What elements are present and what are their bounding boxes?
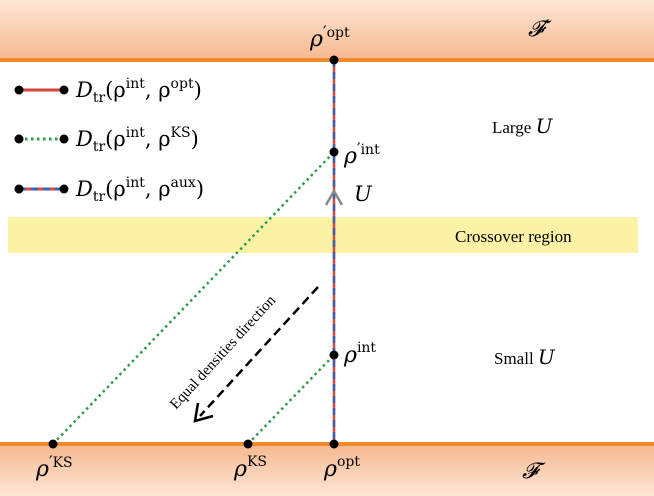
legend-opt-sup2: opt: [171, 76, 194, 92]
legend-opt-fn: D: [75, 78, 93, 102]
rho-prime-ks-prime: ′: [49, 452, 53, 471]
label-rho-prime-int: ρ′int: [343, 139, 380, 169]
label-rho-prime-ks: ρ′KS: [35, 452, 73, 482]
legend-opt-sub: tr: [93, 90, 106, 106]
bottom-band: [0, 444, 654, 496]
rho-opt-sup: opt: [337, 454, 360, 470]
large-var: U: [536, 114, 554, 138]
top-band-label: 𝓕′: [528, 17, 552, 42]
rho-opt-base: ρ: [323, 457, 337, 482]
legend-item-ks: Dtr(ρint, ρKS): [14, 125, 199, 155]
legend-ks-sub: tr: [93, 139, 106, 155]
legend-dot-opt-right: [59, 85, 69, 95]
legend-aux-sup2: aux: [171, 175, 196, 191]
large-u-label: Large U: [492, 114, 554, 138]
u-arrowhead: [324, 188, 344, 206]
point-rho-opt: [329, 439, 339, 449]
label-rho-prime-opt: ρ′opt: [309, 22, 350, 52]
legend-opt-close: ): [194, 78, 202, 102]
legend-item-aux: Dtr(ρint, ρaux): [14, 175, 204, 205]
point-rho-prime-opt: [329, 55, 339, 65]
rho-prime-int-base: ρ: [343, 144, 357, 169]
small-prefix: Small: [494, 349, 534, 368]
point-rho-prime-int: [329, 147, 339, 157]
equal-densities-arrow: [199, 286, 319, 417]
point-rho-prime-ks: [48, 439, 58, 449]
large-prefix: Large: [492, 118, 531, 137]
legend-ks-close: ): [191, 127, 199, 151]
legend-aux-sup1: int: [126, 175, 145, 191]
legend-ks-open: (ρ: [105, 127, 126, 151]
small-u-label: Small U: [494, 345, 556, 369]
crossover-label: Crossover region: [455, 227, 572, 246]
legend-ks-sup1: int: [126, 125, 145, 141]
rho-prime-int-sup: int: [361, 142, 380, 158]
legend: Dtr(ρint, ρopt) Dtr(ρint, ρKS) Dtr(ρint,…: [14, 76, 204, 205]
rho-prime-ks-sup: KS: [53, 455, 73, 471]
ks-line-small: [247, 354, 335, 445]
point-rho-int: [329, 350, 339, 360]
rho-prime-int-prime: ′: [357, 139, 361, 158]
rho-int-base: ρ: [343, 343, 357, 368]
legend-aux-sub: tr: [93, 189, 106, 205]
legend-dot-ks-right: [59, 134, 69, 144]
crossover-band: [8, 217, 638, 253]
legend-ks-fn: D: [75, 127, 93, 151]
legend-item-opt: Dtr(ρint, ρopt): [14, 76, 202, 106]
legend-opt-sup1: int: [126, 76, 145, 92]
legend-aux-close: ): [196, 177, 204, 201]
label-rho-ks: ρKS: [233, 454, 267, 482]
rho-prime-opt-base: ρ: [309, 27, 323, 52]
small-var: U: [538, 345, 556, 369]
equal-densities-label: Equal densities direction: [167, 292, 279, 413]
legend-aux-mid: , ρ: [145, 177, 171, 201]
legend-opt-mid: , ρ: [145, 78, 171, 102]
rho-prime-opt-sup: opt: [327, 25, 350, 41]
legend-ks-mid: , ρ: [145, 127, 171, 151]
legend-aux-fn: D: [75, 177, 93, 201]
ks-line-large: [52, 151, 335, 445]
label-rho-int: ρint: [343, 340, 376, 368]
top-band: [0, 0, 654, 60]
equal-densities-arrowhead: [193, 402, 214, 423]
legend-dot-aux-left: [14, 184, 24, 194]
legend-dot-opt-left: [14, 85, 24, 95]
legend-ks-sup2: KS: [171, 125, 191, 141]
legend-dot-aux-right: [59, 184, 69, 194]
legend-aux-open: (ρ: [105, 177, 126, 201]
legend-label-opt: Dtr(ρint, ρopt): [75, 76, 202, 106]
rho-prime-ks-base: ρ: [35, 457, 49, 482]
legend-label-ks: Dtr(ρint, ρKS): [75, 125, 199, 155]
label-rho-opt: ρopt: [323, 454, 360, 482]
legend-opt-open: (ρ: [105, 78, 126, 102]
legend-dot-ks-left: [14, 134, 24, 144]
point-rho-ks: [243, 439, 253, 449]
rho-ks-base: ρ: [233, 457, 247, 482]
rho-prime-opt-prime: ′: [323, 22, 327, 41]
rho-int-sup: int: [357, 340, 376, 356]
u-axis-label: U: [354, 182, 373, 206]
rho-ks-sup: KS: [247, 454, 267, 470]
legend-label-aux: Dtr(ρint, ρaux): [75, 175, 204, 205]
